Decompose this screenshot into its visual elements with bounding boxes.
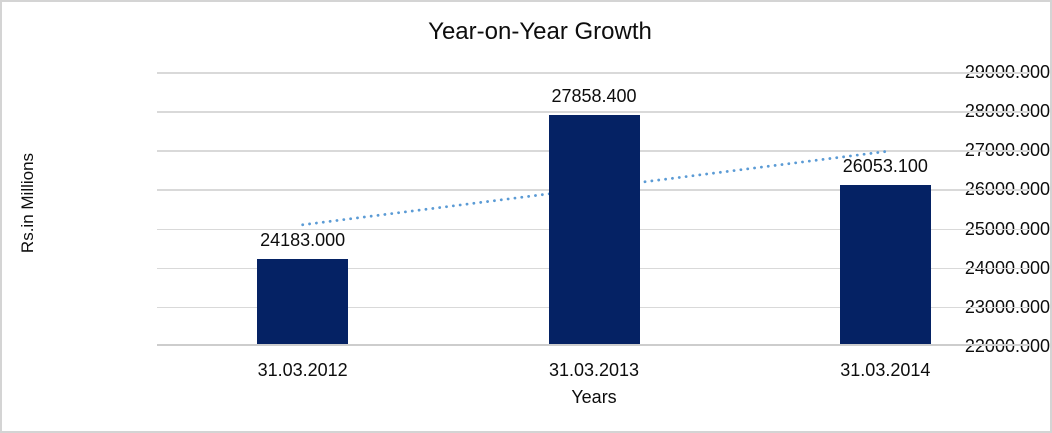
x-tick-label: 31.03.2013 [548, 360, 640, 380]
trendline [301, 150, 887, 227]
bar [257, 258, 349, 344]
gridline [157, 111, 1031, 113]
x-axis-title: Years [571, 387, 617, 407]
chart-title: Year-on-Year Growth [428, 18, 652, 45]
x-tick-label: 31.03.2012 [257, 360, 348, 380]
bar [839, 185, 931, 344]
bar-value-label: 26053.100 [842, 156, 928, 177]
bar [548, 114, 640, 344]
y-axis-title: Rs.in Millions [18, 152, 37, 254]
gridline [157, 72, 1031, 74]
y-tick-label: 22000.000 [964, 336, 1050, 356]
bar-value-label: 24183.000 [260, 229, 346, 250]
x-tick-label: 31.03.2014 [840, 360, 931, 380]
plot-area: 24183.000 27858.400 26053.100 [157, 72, 1031, 346]
bar-value-label: 27858.400 [551, 85, 637, 106]
